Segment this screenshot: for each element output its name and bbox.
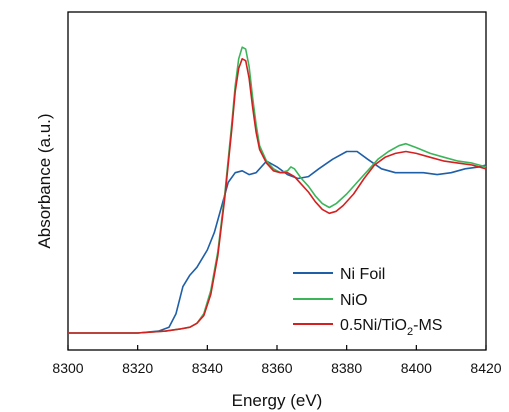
x-tick-label: 8360 — [261, 360, 292, 376]
legend-label-nio: NiO — [340, 292, 368, 309]
x-axis-ticks: 8300 8320 8340 8360 8380 8400 8420 — [52, 345, 502, 376]
y-axis-label: Absorbance (a.u.) — [35, 113, 54, 248]
series-line-ni-foil — [68, 150, 487, 334]
legend-label-tail: -MS — [413, 317, 442, 334]
legend-label-main: 0.5Ni/TiO — [340, 317, 407, 334]
series-layer — [68, 46, 487, 334]
legend-label-subscript: 2 — [407, 326, 413, 338]
legend-label-ni-tio2-ms: 0.5Ni/TiO2-MS — [340, 317, 442, 338]
x-tick-label: 8300 — [52, 360, 83, 376]
legend: Ni Foil NiO 0.5Ni/TiO2-MS — [293, 266, 442, 338]
x-tick-label: 8400 — [401, 360, 432, 376]
x-tick-label: 8340 — [192, 360, 223, 376]
legend-label-ni-foil: Ni Foil — [340, 266, 385, 283]
x-tick-label: 8420 — [470, 360, 501, 376]
x-axis-label: Energy (eV) — [232, 391, 323, 410]
series-line-nio — [68, 46, 487, 334]
series-line-0-5ni-tio2-ms — [68, 58, 487, 334]
x-tick-label: 8320 — [122, 360, 153, 376]
x-tick-label: 8380 — [331, 360, 362, 376]
plot-frame — [67, 11, 487, 351]
